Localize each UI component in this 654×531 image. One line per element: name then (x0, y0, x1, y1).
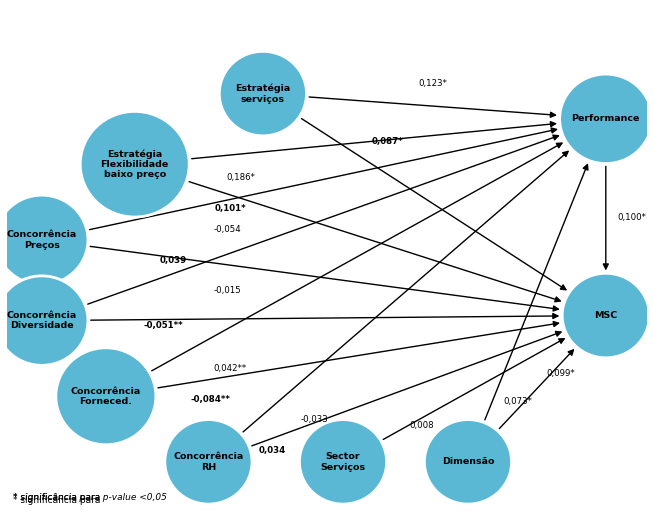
Text: -0,051**: -0,051** (144, 321, 183, 330)
Text: * significância para: * significância para (13, 496, 103, 504)
Text: Concorrência
RH: Concorrência RH (173, 452, 243, 472)
Text: 0,123*: 0,123* (419, 79, 447, 88)
Text: 0,042**: 0,042** (213, 364, 246, 373)
Text: -0,054: -0,054 (214, 225, 241, 234)
Ellipse shape (300, 419, 387, 504)
Text: Concorrência
Forneced.: Concorrência Forneced. (71, 387, 141, 406)
Text: Concorrência
Diversidade: Concorrência Diversidade (7, 311, 77, 330)
Ellipse shape (560, 74, 652, 164)
Text: MSC: MSC (594, 311, 617, 320)
Ellipse shape (80, 112, 189, 217)
Text: 0,034: 0,034 (259, 446, 286, 455)
Ellipse shape (424, 419, 511, 504)
Text: * significância para p-value <0,05: * significância para p-value <0,05 (13, 493, 167, 502)
Text: Concorrência
Preços: Concorrência Preços (7, 230, 77, 250)
Text: 0,087*: 0,087* (372, 137, 404, 146)
Ellipse shape (0, 195, 88, 285)
Text: 0,101*: 0,101* (215, 203, 247, 212)
Text: Sector
Serviços: Sector Serviços (320, 452, 366, 472)
Text: -0,015: -0,015 (214, 286, 241, 295)
Ellipse shape (219, 52, 307, 136)
Text: Estratégia
serviços: Estratégia serviços (235, 84, 290, 104)
Text: -0,084**: -0,084** (190, 395, 230, 404)
Text: Dimensão: Dimensão (441, 457, 494, 466)
Text: 0,073*: 0,073* (504, 397, 532, 406)
Text: 0,099*: 0,099* (547, 369, 576, 378)
Text: Estratégia
Flexibilidade
baixo preço: Estratégia Flexibilidade baixo preço (101, 149, 169, 179)
Text: 0,008: 0,008 (409, 421, 434, 430)
Ellipse shape (56, 348, 156, 445)
Text: 0,186*: 0,186* (226, 173, 255, 182)
Ellipse shape (165, 419, 252, 504)
Text: 0,039: 0,039 (160, 255, 187, 264)
Ellipse shape (562, 273, 649, 358)
Text: 0,100*: 0,100* (617, 213, 646, 221)
Ellipse shape (0, 276, 88, 365)
Text: Performance: Performance (572, 114, 640, 123)
Text: * significância para: * significância para (13, 493, 103, 502)
Text: -0,033: -0,033 (300, 415, 328, 424)
